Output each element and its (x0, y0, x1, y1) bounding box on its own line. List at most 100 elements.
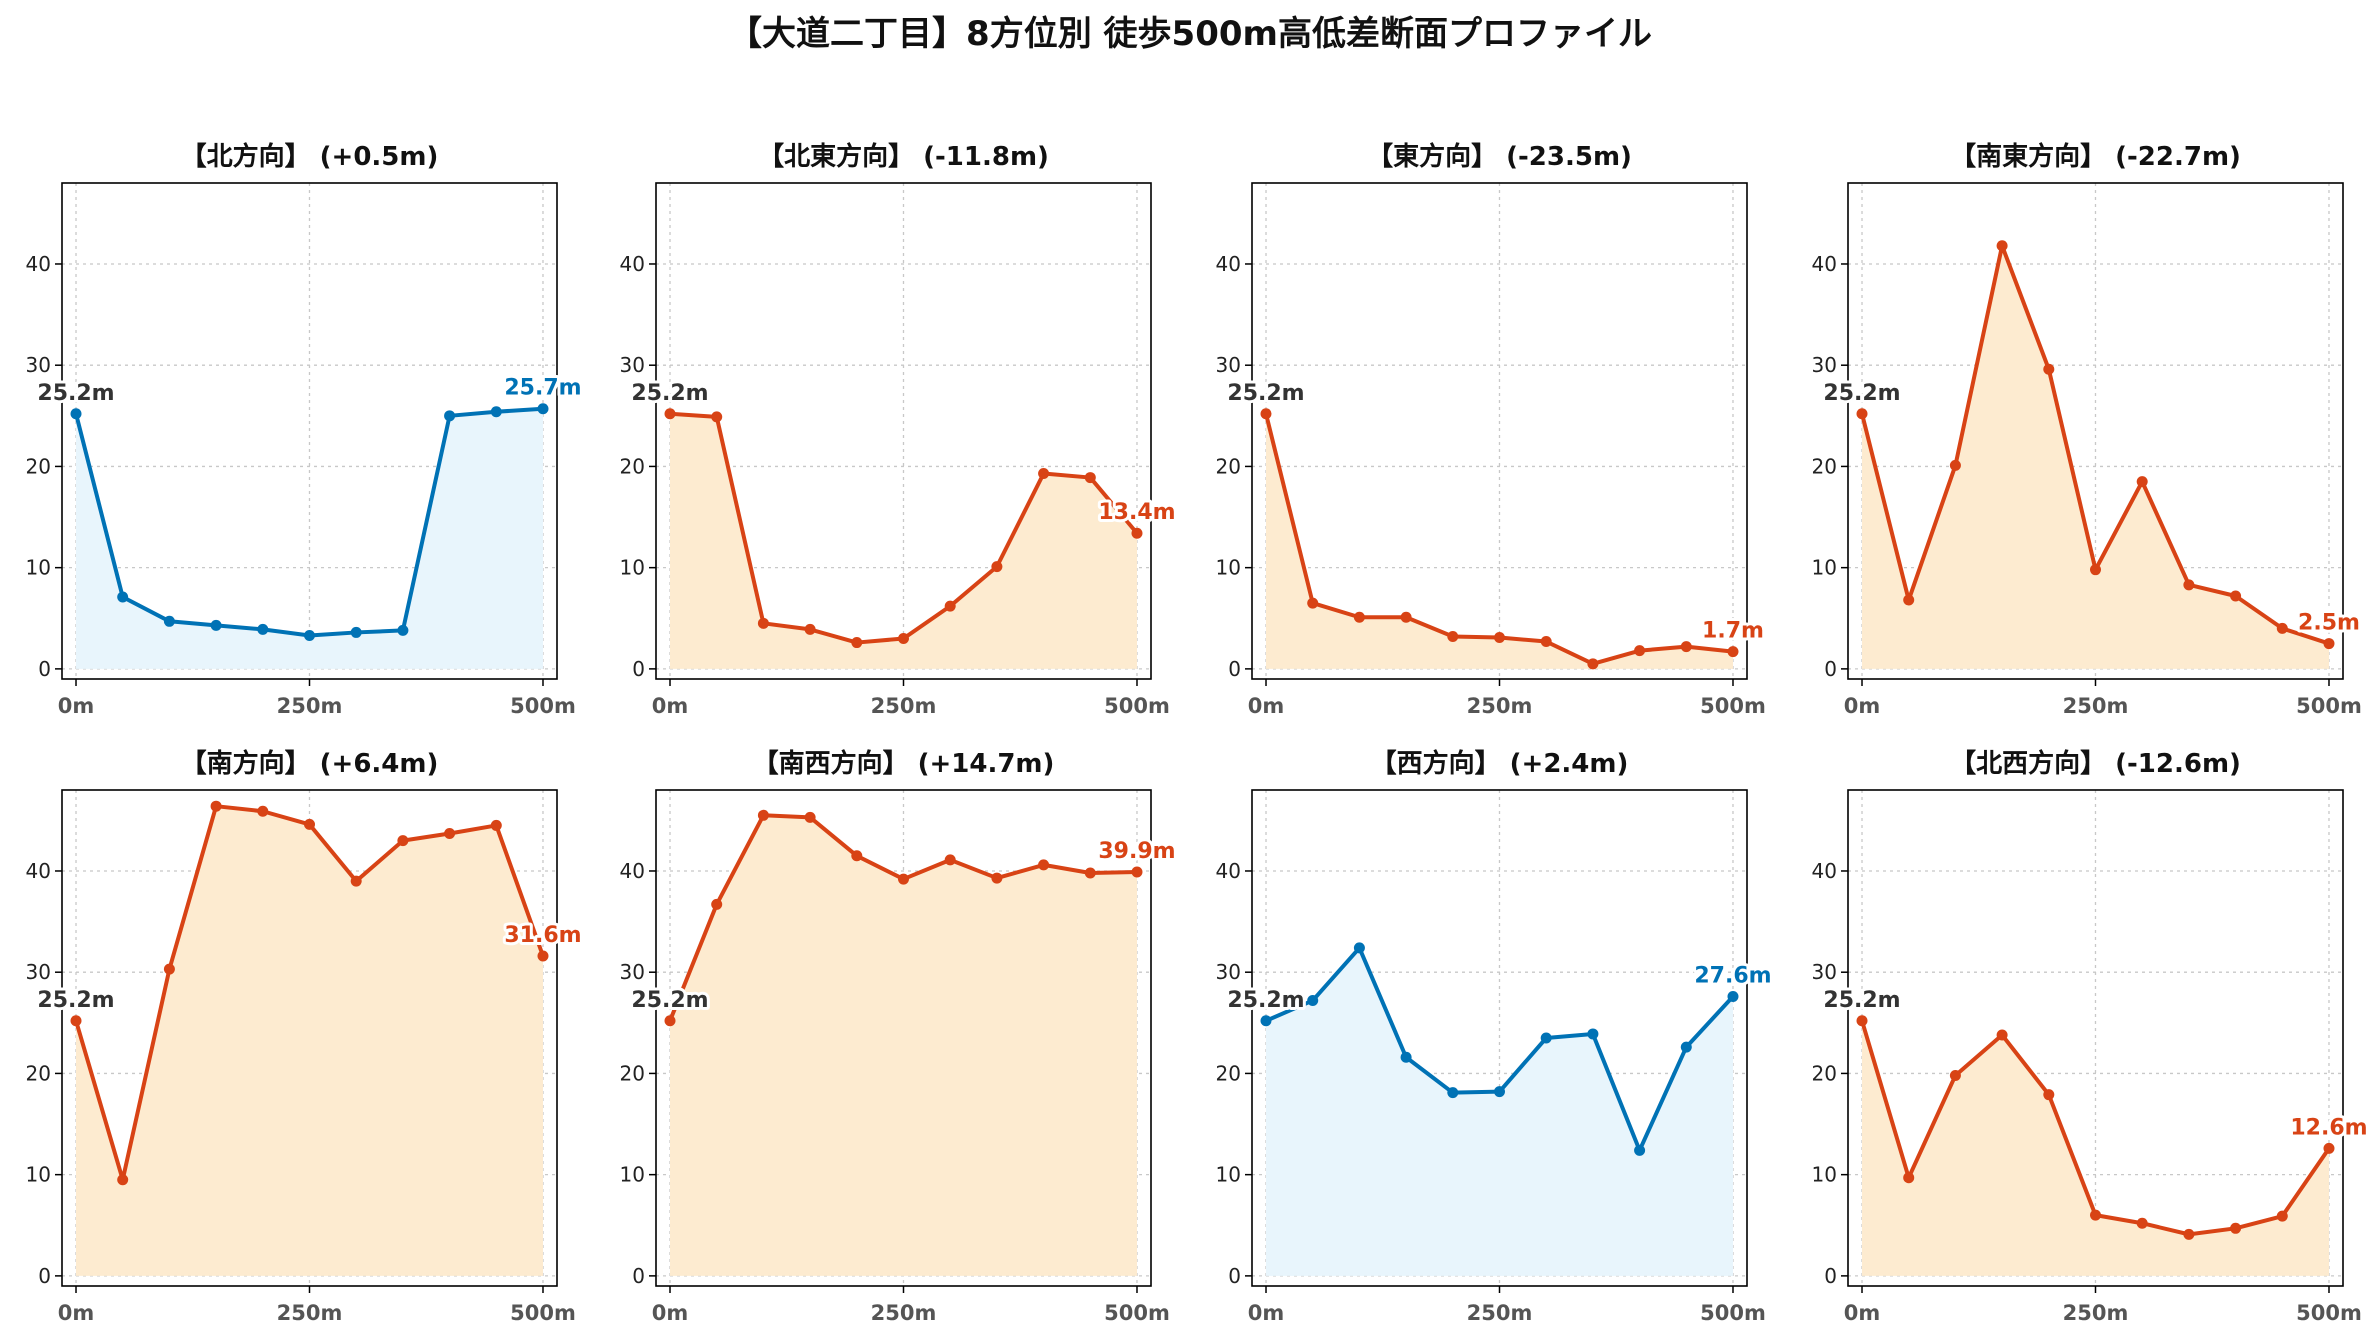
elevation-point (70, 408, 82, 420)
elevation-point (1260, 1015, 1272, 1027)
elevation-point (1400, 1051, 1412, 1063)
x-tick-label: 250m (2063, 694, 2129, 718)
subplot-1: 【北東方向】 (-11.8m) 0 10 20 30 40 0m 250m 500m 25.2m 1… (620, 141, 1179, 718)
elevation-point (2043, 1089, 2055, 1101)
y-tick-label: 20 (26, 454, 51, 478)
start-elevation-label: 25.2m (37, 988, 114, 1013)
elevation-point (1587, 1028, 1599, 1040)
elevation-point (490, 406, 502, 418)
elevation-point (2043, 363, 2055, 375)
elevation-point (1307, 995, 1319, 1007)
elevation-point (1903, 1172, 1915, 1184)
x-tick-label: 500m (1104, 1301, 1170, 1325)
elevation-point (664, 1015, 676, 1027)
elevation-point (664, 408, 676, 420)
elevation-point (1038, 468, 1050, 480)
elevation-point (1903, 594, 1915, 606)
elevation-point (537, 403, 549, 415)
elevation-point (1131, 866, 1143, 878)
x-tick-label: 250m (277, 1301, 343, 1325)
elevation-point (1949, 1069, 1961, 1081)
elevation-point (2323, 1142, 2335, 1154)
y-tick-label: 40 (1216, 859, 1241, 883)
end-elevation-label: 2.5m (2298, 611, 2360, 636)
elevation-point (711, 411, 723, 423)
y-tick-label: 20 (1216, 1061, 1241, 1085)
elevation-point (944, 854, 956, 866)
x-tick-label: 500m (2296, 694, 2362, 718)
elevation-area (76, 806, 543, 1276)
subplot-4: 【南方向】 (+6.4m) 0 10 20 30 40 0m 250m 500m 25.2m 31.… (26, 748, 585, 1325)
subplot-6: 【西方向】 (+2.4m) 0 10 20 30 40 0m 250m 500m 25.2m 27.… (1216, 748, 1775, 1325)
x-tick-label: 0m (1844, 1301, 1881, 1325)
subplot-5: 【南西方向】 (+14.7m) 0 10 20 30 40 0m 250m 500m 25.2m 3… (620, 748, 1179, 1325)
elevation-point (1084, 867, 1096, 879)
y-tick-label: 30 (26, 353, 51, 377)
elevation-point (804, 811, 816, 823)
elevation-point (1353, 942, 1365, 954)
elevation-point (2230, 590, 2242, 602)
y-tick-label: 20 (1216, 454, 1241, 478)
x-tick-label: 250m (871, 1301, 937, 1325)
end-elevation-label: 13.4m (1098, 500, 1175, 525)
elevation-point (117, 1174, 129, 1186)
end-elevation-label: 31.6m (504, 923, 581, 948)
end-elevation-label: 27.6m (1694, 963, 1771, 988)
elevation-point (210, 619, 222, 631)
y-tick-label: 0 (632, 1264, 645, 1288)
elevation-area (670, 413, 1137, 669)
x-tick-label: 0m (1248, 694, 1285, 718)
y-tick-label: 40 (26, 252, 51, 276)
y-tick-label: 10 (620, 1163, 645, 1187)
elevation-point (1634, 1144, 1646, 1156)
elevation-point (2136, 1217, 2148, 1229)
start-elevation-label: 25.2m (1227, 381, 1304, 406)
x-tick-label: 0m (58, 1301, 95, 1325)
y-tick-label: 40 (1216, 252, 1241, 276)
x-tick-label: 500m (2296, 1301, 2362, 1325)
elevation-point (117, 591, 129, 603)
elevation-point (711, 898, 723, 910)
x-tick-label: 500m (510, 694, 576, 718)
y-tick-label: 0 (1228, 1264, 1241, 1288)
end-elevation-label: 39.9m (1098, 839, 1175, 864)
x-tick-label: 0m (652, 694, 689, 718)
elevation-point (991, 872, 1003, 884)
elevation-point (1307, 597, 1319, 609)
elevation-point (2323, 638, 2335, 650)
x-tick-label: 0m (58, 694, 95, 718)
subplot-2: 【東方向】 (-23.5m) 0 10 20 30 40 0m 250m 500m 25.2m 1.… (1216, 141, 1767, 718)
y-tick-label: 30 (620, 353, 645, 377)
elevation-point (2230, 1222, 2242, 1234)
elevation-point (304, 818, 315, 830)
elevation-area (1266, 413, 1733, 669)
x-tick-label: 250m (277, 694, 343, 718)
elevation-area (1862, 1020, 2329, 1276)
y-tick-label: 10 (26, 556, 51, 580)
figure-title: 【大道二丁目】8方位別 徒歩500m高低差断面プロファイル (728, 14, 1652, 54)
x-tick-label: 250m (2063, 1301, 2129, 1325)
elevation-point (1680, 1041, 1692, 1053)
elevation-point (1400, 611, 1412, 623)
elevation-point (851, 637, 863, 649)
y-tick-label: 40 (620, 252, 645, 276)
start-elevation-label: 25.2m (1823, 381, 1900, 406)
y-tick-label: 0 (1824, 1264, 1837, 1288)
x-tick-label: 500m (1700, 1301, 1766, 1325)
elevation-point (163, 963, 175, 975)
elevation-area (76, 408, 543, 669)
elevation-point (757, 617, 769, 629)
y-tick-label: 0 (1824, 657, 1837, 681)
elevation-area (1266, 947, 1733, 1276)
elevation-point (210, 800, 222, 812)
y-tick-label: 30 (620, 960, 645, 984)
elevation-point (2090, 1209, 2101, 1221)
elevation-point (1084, 472, 1096, 484)
y-tick-label: 20 (26, 1061, 51, 1085)
elevation-point (1949, 459, 1961, 471)
elevation-point (1260, 408, 1272, 420)
elevation-point (991, 561, 1003, 573)
start-elevation-label: 25.2m (1227, 988, 1304, 1013)
y-tick-label: 0 (38, 657, 51, 681)
x-tick-label: 250m (1467, 1301, 1533, 1325)
